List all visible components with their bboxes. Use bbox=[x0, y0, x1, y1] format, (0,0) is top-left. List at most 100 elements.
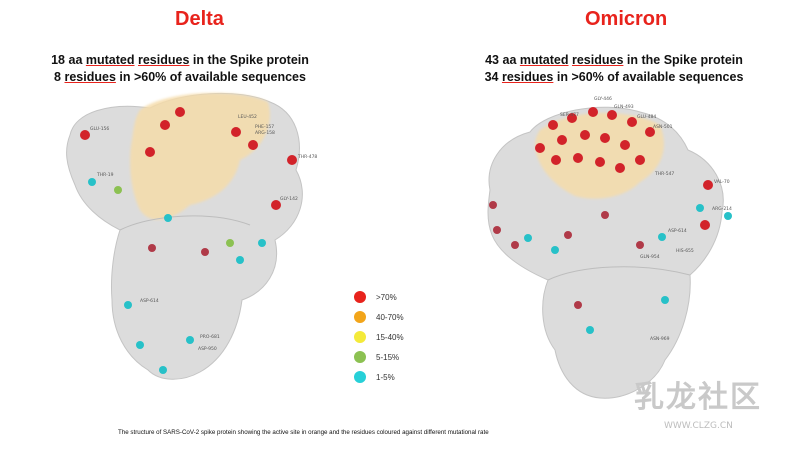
omicron-residue-red bbox=[548, 120, 558, 130]
delta-residues bbox=[80, 107, 297, 374]
delta-residue-red bbox=[80, 130, 90, 140]
legend-item: 40-70% bbox=[354, 307, 404, 327]
delta-residue-cyan bbox=[159, 366, 167, 374]
delta-title: Delta bbox=[175, 8, 224, 30]
delta-subtitle-mutated: 18 aa mutated residues in the Spike prot… bbox=[51, 53, 309, 67]
figure-caption: The structure of SARS-CoV-2 spike protei… bbox=[118, 429, 489, 436]
delta-residue-red bbox=[231, 127, 241, 137]
watermark-logo: 乳龙社区 bbox=[634, 380, 762, 415]
omicron-residue-red bbox=[557, 135, 567, 145]
delta-residue-label: ARG-158 bbox=[255, 130, 275, 136]
omicron-residue-cyan bbox=[724, 212, 732, 220]
omicron-residue-red bbox=[700, 220, 710, 230]
legend-swatch-orange bbox=[354, 311, 366, 323]
delta-residue-darkred bbox=[201, 248, 209, 256]
legend-label: 15-40% bbox=[376, 332, 404, 342]
delta-residue-label: LEU-452 bbox=[238, 114, 257, 120]
omicron-residue-red bbox=[620, 140, 630, 150]
legend-item: 1-5% bbox=[354, 367, 404, 387]
omicron-residue-labels: GLY-446 GLN-493 SER-477 GLU-484 ASN-501 … bbox=[560, 96, 732, 342]
delta-residue-cyan bbox=[136, 341, 144, 349]
legend-label: 40-70% bbox=[376, 312, 404, 322]
legend-swatch-yellow bbox=[354, 331, 366, 343]
omicron-residue-darkred bbox=[636, 241, 644, 249]
omicron-residue-red bbox=[595, 157, 605, 167]
omicron-residue-red bbox=[567, 113, 577, 123]
omicron-residue-label: GLY-446 bbox=[594, 96, 612, 102]
omicron-residue-darkred bbox=[574, 301, 582, 309]
legend-label: 1-5% bbox=[376, 372, 395, 382]
delta-residue-label: PHE-157 bbox=[255, 124, 274, 130]
delta-residue-label: ASP-950 bbox=[198, 346, 217, 352]
delta-residue-red bbox=[160, 120, 170, 130]
omicron-residue-cyan bbox=[586, 326, 594, 334]
omicron-residue-cyan bbox=[524, 234, 532, 242]
omicron-subtitle-prevalent: 34 residues in >60% of available sequenc… bbox=[484, 70, 744, 84]
omicron-residue-label: SER-477 bbox=[560, 112, 579, 118]
delta-residue-red bbox=[271, 200, 281, 210]
omicron-residue-red bbox=[551, 155, 561, 165]
omicron-residue-darkred bbox=[601, 211, 609, 219]
omicron-residue-label: HIS-655 bbox=[676, 248, 694, 254]
omicron-protein-surface bbox=[487, 106, 724, 399]
delta-residue-cyan bbox=[186, 336, 194, 344]
delta-residue-label: ASP-614 bbox=[140, 298, 159, 304]
delta-residue-cyan bbox=[258, 239, 266, 247]
omicron-residue-red bbox=[645, 127, 655, 137]
delta-residue-cyan bbox=[236, 256, 244, 264]
omicron-residue-red bbox=[600, 133, 610, 143]
omicron-subtitle-mutated: 43 aa mutated residues in the Spike prot… bbox=[485, 53, 743, 67]
omicron-residue-red bbox=[588, 107, 598, 117]
legend-swatch-red bbox=[354, 291, 366, 303]
omicron-residue-cyan bbox=[661, 296, 669, 304]
legend-swatch-cyan bbox=[354, 371, 366, 383]
legend-item: >70% bbox=[354, 287, 404, 307]
omicron-residue-red bbox=[535, 143, 545, 153]
omicron-residue-red bbox=[635, 155, 645, 165]
delta-residue-labels: GLU-156 PHE-157 ARG-158 THR-478 LEU-452 … bbox=[90, 114, 317, 352]
omicron-title: Omicron bbox=[585, 8, 668, 30]
omicron-residue-red bbox=[573, 153, 583, 163]
omicron-residue-label: ASP-614 bbox=[668, 228, 687, 234]
delta-residue-cyan bbox=[164, 214, 172, 222]
omicron-residue-darkred bbox=[511, 241, 519, 249]
omicron-residue-cyan bbox=[696, 204, 704, 212]
delta-residue-label: PRO-681 bbox=[200, 334, 220, 340]
omicron-active-site bbox=[535, 112, 664, 199]
legend-item: 15-40% bbox=[354, 327, 404, 347]
omicron-residue-red bbox=[615, 163, 625, 173]
delta-residue-label: THR-478 bbox=[297, 154, 317, 160]
omicron-residue-label: GLU-484 bbox=[637, 114, 656, 120]
omicron-residue-label: VAL-70 bbox=[714, 179, 730, 185]
omicron-protein-structure bbox=[487, 106, 724, 399]
omicron-residue-red bbox=[703, 180, 713, 190]
omicron-residues bbox=[489, 107, 732, 334]
legend-label: 5-15% bbox=[376, 352, 400, 362]
legend-swatch-green bbox=[354, 351, 366, 363]
mutation-rate-legend: >70% 40-70% 15-40% 5-15% 1-5% bbox=[354, 287, 404, 387]
legend-label: >70% bbox=[376, 292, 397, 302]
delta-residue-darkred bbox=[148, 244, 156, 252]
omicron-residue-label: ASN-969 bbox=[650, 336, 670, 342]
watermark-url: WWW.CLZG.CN bbox=[664, 421, 733, 431]
omicron-residue-label: ASN-501 bbox=[653, 124, 673, 130]
delta-residue-cyan bbox=[124, 301, 132, 309]
delta-residue-red bbox=[175, 107, 185, 117]
delta-domain-boundary bbox=[119, 215, 251, 231]
legend-item: 5-15% bbox=[354, 347, 404, 367]
omicron-residue-label: THR-547 bbox=[654, 171, 674, 177]
omicron-residue-darkred bbox=[564, 231, 572, 239]
omicron-residue-darkred bbox=[493, 226, 501, 234]
delta-residue-green bbox=[226, 239, 234, 247]
omicron-residue-label: ARG-214 bbox=[712, 206, 732, 212]
omicron-residue-red bbox=[627, 117, 637, 127]
delta-residue-label: THR-19 bbox=[96, 172, 114, 178]
omicron-residue-cyan bbox=[658, 233, 666, 241]
omicron-residue-cyan bbox=[551, 246, 559, 254]
delta-residue-label: GLY-142 bbox=[280, 196, 298, 202]
omicron-residue-darkred bbox=[489, 201, 497, 209]
delta-subtitle-prevalent: 8 residues in >60% of available sequence… bbox=[54, 70, 306, 84]
omicron-domain-boundary bbox=[547, 266, 691, 281]
omicron-residue-label: GLN-954 bbox=[640, 254, 660, 260]
